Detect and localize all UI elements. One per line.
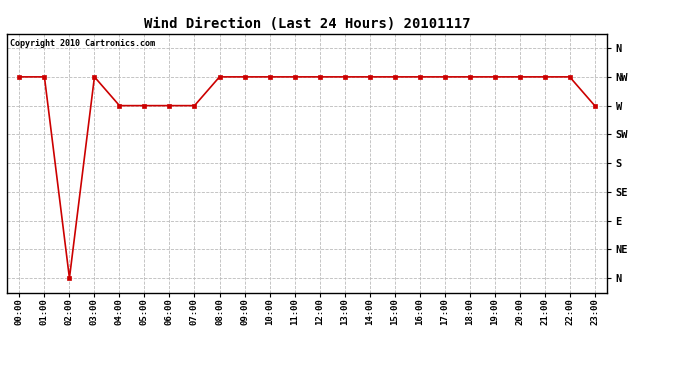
Text: Copyright 2010 Cartronics.com: Copyright 2010 Cartronics.com — [10, 39, 155, 48]
Title: Wind Direction (Last 24 Hours) 20101117: Wind Direction (Last 24 Hours) 20101117 — [144, 17, 471, 31]
